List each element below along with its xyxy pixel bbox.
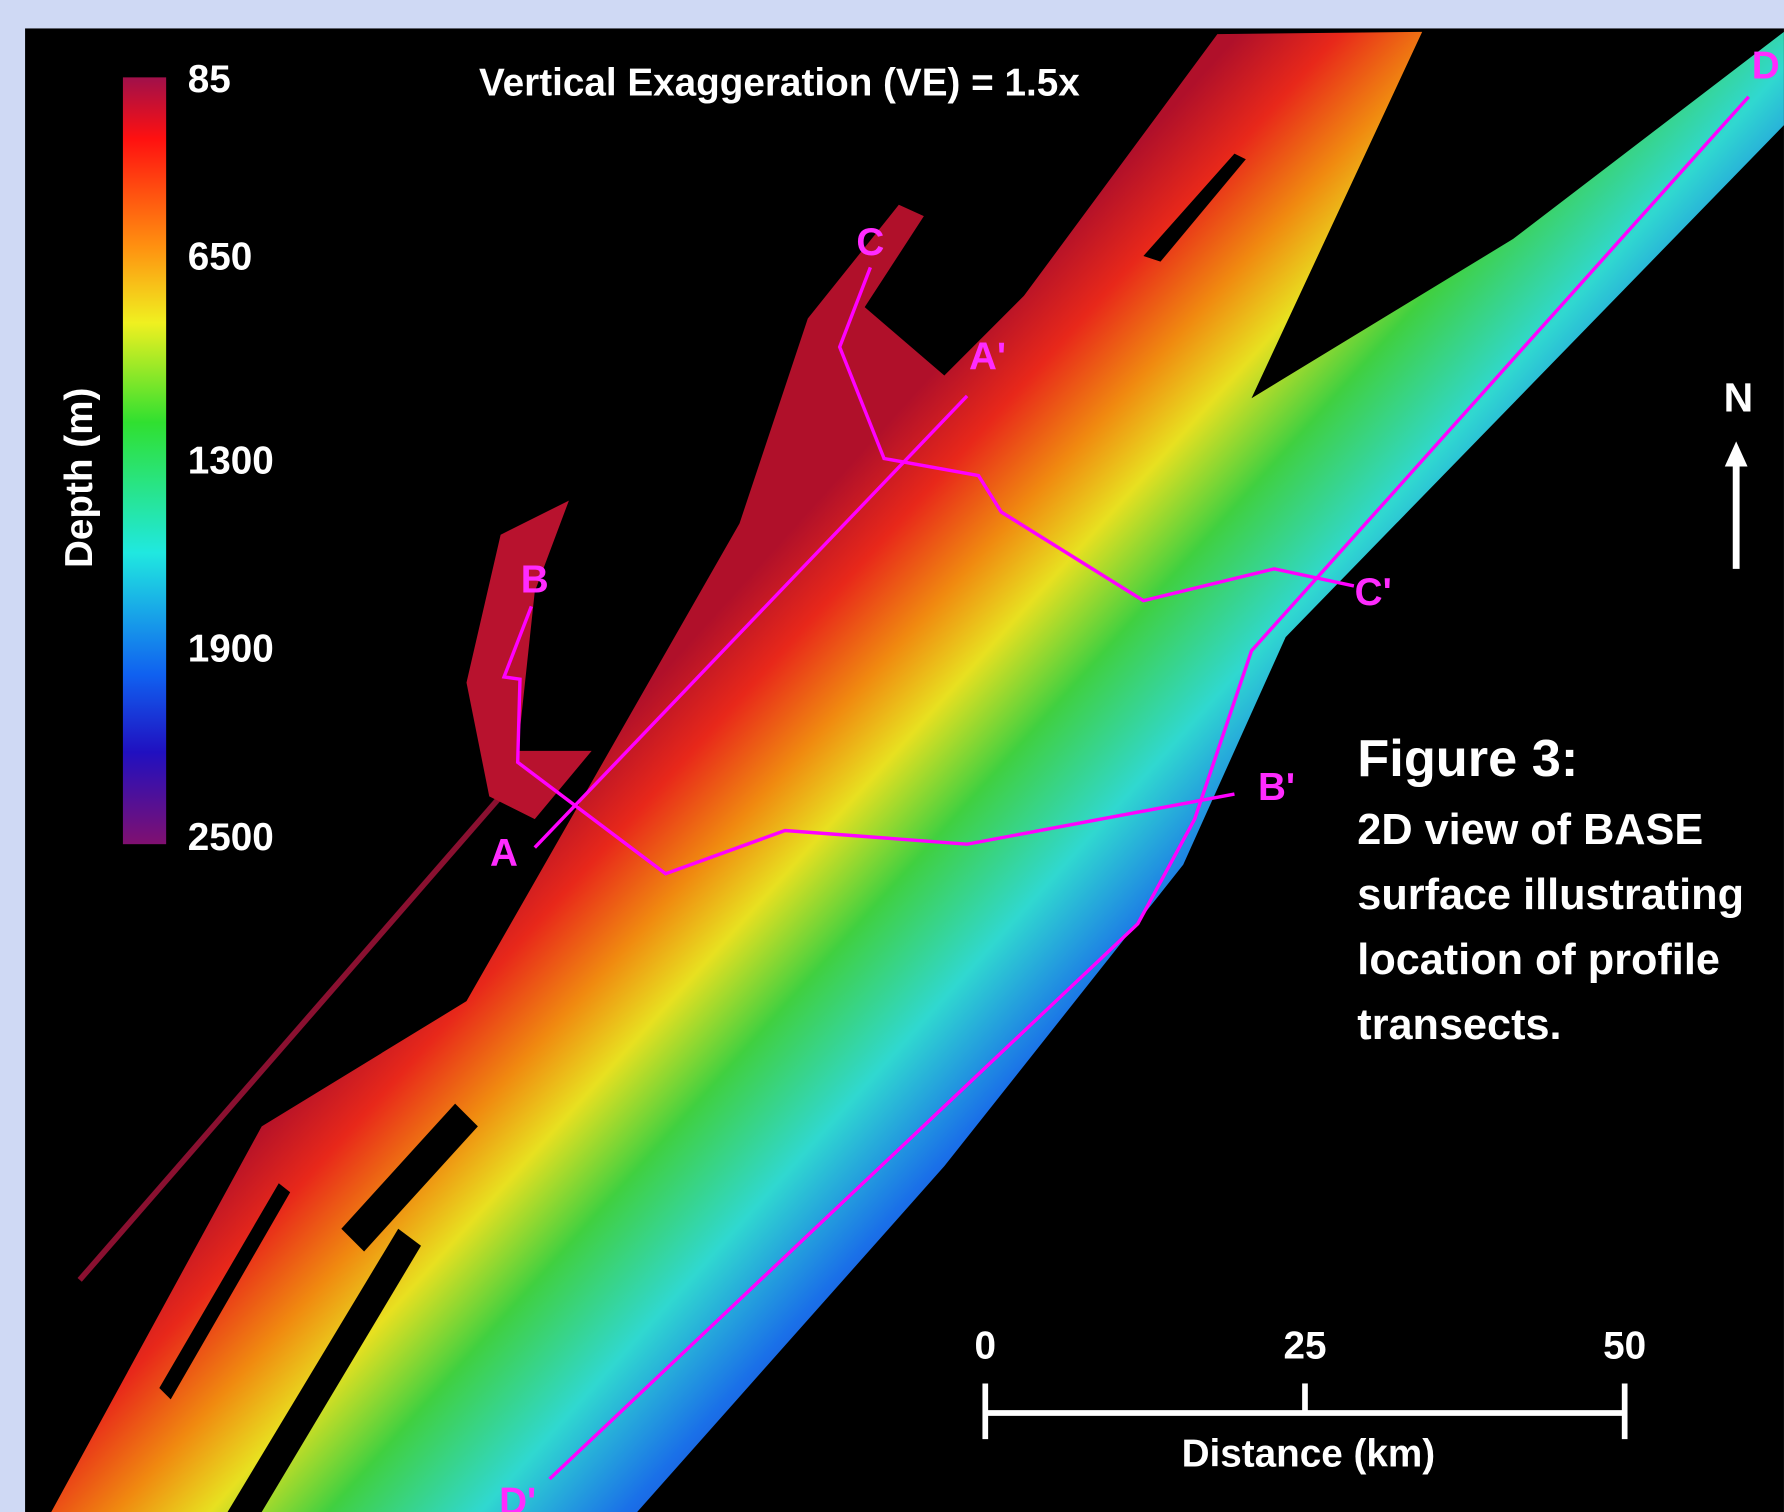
transect-label: C' xyxy=(1355,571,1392,614)
caption-line: location of profile xyxy=(1357,936,1720,984)
transect-label: A' xyxy=(969,336,1006,379)
title: Vertical Exaggeration (VE) = 1.5x xyxy=(479,62,1080,105)
colorbar-tick-label: 650 xyxy=(188,235,253,278)
transect-label: C xyxy=(856,221,884,264)
transect-label: D' xyxy=(499,1480,536,1512)
transect-label: D xyxy=(1752,44,1780,87)
transect-label: A xyxy=(490,832,518,875)
colorbar-tick-label: 1300 xyxy=(188,439,274,482)
colorbar xyxy=(123,77,166,844)
scale-bar-label: Distance (km) xyxy=(1182,1432,1436,1475)
page: {"header": {"title": "Vertical Exaggerat… xyxy=(0,0,1784,1512)
transect-label: B xyxy=(521,559,549,602)
scale-bar-tick-label: 25 xyxy=(1283,1324,1326,1367)
caption-title: Figure 3: xyxy=(1357,730,1578,788)
caption-line: transects. xyxy=(1357,1001,1561,1049)
scale-bar-tick-label: 0 xyxy=(975,1324,997,1367)
scale-bar-tick-label: 50 xyxy=(1603,1324,1646,1367)
caption-line: surface illustrating xyxy=(1357,871,1744,919)
caption-line: 2D view of BASE xyxy=(1357,806,1703,854)
transect-label: B' xyxy=(1258,766,1295,809)
colorbar-tick-label: 2500 xyxy=(188,816,274,859)
figure: A A' B B' C C' D D' Depth (m) 85 650 1300 1900 2500… xyxy=(0,0,1784,1512)
colorbar-tick-label: 85 xyxy=(188,58,231,101)
north-label: N xyxy=(1724,374,1754,420)
colorbar-label: Depth (m) xyxy=(58,388,101,568)
colorbar-tick-label: 1900 xyxy=(188,628,274,671)
